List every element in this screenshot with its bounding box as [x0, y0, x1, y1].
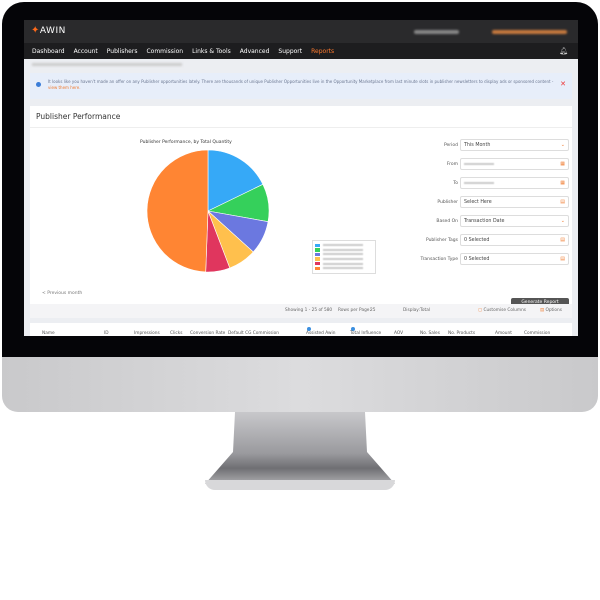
- calendar-icon[interactable]: ▦: [560, 180, 565, 186]
- legend-label: [323, 267, 363, 270]
- info-alert: It looks like you haven't made an offer …: [30, 73, 572, 99]
- table-header: Name ID Impressions Clicks Conversion Rate De…: [30, 323, 572, 336]
- table-toolbar: Showing 1 - 25 of 580 Rows per Page: 25 …: [30, 304, 572, 318]
- list-icon[interactable]: ▤: [560, 199, 565, 205]
- list-icon[interactable]: ▤: [560, 256, 565, 262]
- nav-advanced[interactable]: Advanced: [239, 47, 270, 55]
- from-input[interactable]: ▦: [460, 158, 569, 170]
- legend-swatch: [315, 257, 320, 261]
- legend-item[interactable]: [315, 248, 373, 253]
- field-to: To ▦: [376, 177, 576, 190]
- to-input[interactable]: ▦: [460, 177, 569, 189]
- close-icon[interactable]: ✕: [560, 80, 566, 88]
- field-publisher-tags: Publisher Tags 0 Selected ▤: [376, 234, 576, 247]
- nav-publishers[interactable]: Publishers: [106, 47, 138, 55]
- pie-chart: [146, 149, 270, 273]
- divider: [30, 127, 572, 128]
- main-nav: Dashboard Account Publishers Commission …: [24, 43, 578, 59]
- monitor-stand: [205, 412, 395, 484]
- flame-icon: ✦: [31, 25, 40, 36]
- info-icon: [36, 82, 41, 87]
- legend-label: [323, 262, 363, 265]
- chart-title: Publisher Performance, by Total Quantity: [140, 140, 232, 145]
- legend-label: [323, 248, 363, 251]
- nav-commission[interactable]: Commission: [146, 47, 184, 55]
- page-title: Publisher Performance: [36, 112, 121, 121]
- legend-item[interactable]: [315, 266, 373, 271]
- rows-per-page-select[interactable]: 25: [370, 308, 376, 313]
- field-label: To: [453, 181, 458, 186]
- field-label: Publisher: [437, 200, 458, 205]
- legend-swatch: [315, 261, 320, 266]
- legend-item[interactable]: [315, 261, 373, 266]
- publisher-performance-card: Publisher Performance Publisher Performa…: [30, 106, 572, 308]
- legend-item[interactable]: [315, 252, 373, 257]
- field-publisher: Publisher Select Here ▤: [376, 196, 576, 209]
- monitor-stand-base: [205, 480, 395, 490]
- pie-slice[interactable]: [207, 149, 264, 212]
- legend-label: [323, 253, 363, 256]
- field-based-on: Based On Transaction Date ⌄: [376, 215, 576, 228]
- bell-icon[interactable]: 🔔︎: [559, 47, 568, 55]
- breadcrumb: [32, 63, 182, 66]
- field-label: Period: [443, 143, 458, 148]
- field-label: Publisher Tags: [425, 238, 458, 243]
- legend-swatch: [315, 243, 320, 248]
- legend-item[interactable]: [315, 257, 373, 262]
- nav-support[interactable]: Support: [278, 47, 303, 55]
- help-icon[interactable]: [351, 327, 355, 331]
- help-icon[interactable]: [307, 327, 311, 331]
- top-header: ✦AWIN: [24, 20, 578, 43]
- display-select[interactable]: Total: [420, 308, 431, 313]
- nav-dashboard[interactable]: Dashboard: [32, 47, 65, 55]
- options-button[interactable]: ▤ Options: [540, 308, 563, 313]
- calendar-icon[interactable]: ▦: [560, 161, 565, 167]
- column-header-assisted-awin[interactable]: Assisted Awin: [306, 327, 335, 336]
- field-label: Transaction Type: [420, 257, 458, 262]
- transaction-type-input[interactable]: 0 Selected ▤: [460, 253, 569, 265]
- pagination-info: Showing 1 - 25 of 580: [285, 308, 333, 313]
- chevron-down-icon[interactable]: ⌄: [560, 142, 565, 148]
- field-label: From: [446, 162, 458, 167]
- nav-links-tools[interactable]: Links & Tools: [192, 47, 231, 55]
- legend-swatch: [315, 248, 320, 252]
- screen: ✦AWIN Dashboard Account Publishers Commi…: [24, 20, 578, 336]
- legend-label: [323, 244, 363, 247]
- customise-columns-button[interactable]: ▢ Customise Columns: [478, 308, 527, 313]
- field-transaction-type: Transaction Type 0 Selected ▤: [376, 253, 576, 266]
- list-icon[interactable]: ▤: [560, 237, 565, 243]
- based-on-input[interactable]: Transaction Date ⌄: [460, 215, 569, 227]
- field-period: Period This Month ⌄: [376, 139, 576, 152]
- user-menu[interactable]: [414, 30, 459, 34]
- view-opportunities-link[interactable]: view them here.: [48, 85, 81, 90]
- legend-swatch: [315, 266, 320, 271]
- publisher-input[interactable]: Select Here ▤: [460, 196, 569, 208]
- account-menu[interactable]: [492, 30, 567, 34]
- monitor-chin: [2, 357, 598, 412]
- chart-legend: [312, 240, 376, 274]
- rows-per-page-label: Rows per Page:: [338, 308, 371, 313]
- generate-report-button[interactable]: Generate Report: [511, 298, 569, 308]
- period-input[interactable]: This Month ⌄: [460, 139, 569, 151]
- chevron-down-icon[interactable]: ⌄: [560, 218, 565, 224]
- display-label: Display:: [403, 308, 420, 313]
- previous-month-link[interactable]: < Previous month: [42, 291, 83, 296]
- nav-reports[interactable]: Reports: [311, 47, 335, 55]
- legend-swatch: [315, 252, 320, 257]
- nav-account[interactable]: Account: [73, 47, 98, 55]
- field-from: From ▦: [376, 158, 576, 171]
- column-header-total-influence[interactable]: Total Influence: [350, 327, 381, 336]
- awin-logo[interactable]: ✦AWIN: [31, 25, 66, 36]
- pie-slice[interactable]: [146, 149, 209, 273]
- publisher-tags-input[interactable]: 0 Selected ▤: [460, 234, 569, 246]
- field-label: Based On: [436, 219, 458, 224]
- legend-item[interactable]: [315, 243, 373, 248]
- legend-label: [323, 258, 363, 261]
